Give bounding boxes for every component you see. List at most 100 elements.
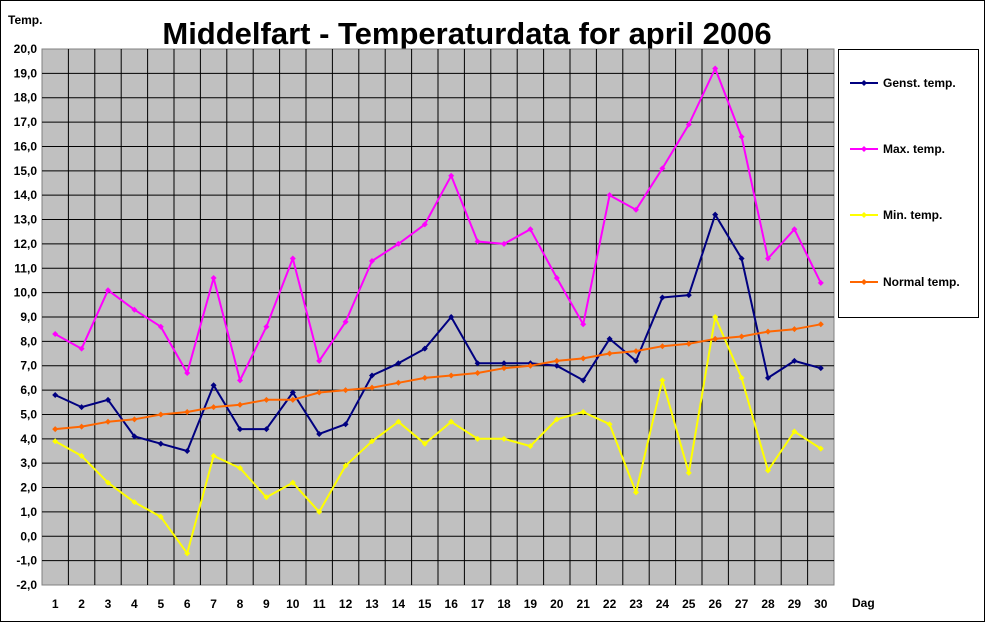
data-point	[342, 462, 349, 469]
data-point	[131, 416, 138, 423]
data-point	[501, 435, 507, 442]
data-point	[580, 355, 587, 362]
data-point	[369, 372, 375, 379]
y-tick-label: 19,0	[14, 66, 38, 80]
data-point	[237, 426, 243, 433]
y-tick-label: 1,0	[20, 505, 37, 519]
x-tick-label: 26	[709, 597, 723, 611]
data-point	[659, 165, 666, 172]
x-tick-label: 2	[78, 597, 85, 611]
x-tick-label: 30	[814, 597, 828, 611]
data-point	[712, 314, 719, 320]
data-point	[369, 384, 375, 391]
data-point	[52, 426, 59, 433]
x-tick-label: 22	[603, 597, 617, 611]
y-tick-label: 16,0	[14, 139, 38, 153]
data-point	[580, 409, 587, 416]
y-tick-label: 11,0	[14, 261, 37, 275]
data-point	[316, 389, 323, 396]
data-point	[474, 238, 481, 245]
y-tick-label: -1,0	[16, 554, 37, 568]
data-point	[448, 372, 455, 379]
data-point	[184, 448, 191, 454]
data-point	[553, 362, 560, 369]
data-point	[817, 279, 824, 286]
data-point	[289, 396, 296, 403]
data-point	[474, 370, 481, 377]
data-point	[659, 294, 666, 301]
y-tick-label: 0,0	[20, 529, 37, 543]
x-axis-label: Dag	[852, 596, 875, 610]
data-point	[448, 418, 455, 425]
data-point	[527, 226, 534, 233]
data-point	[421, 440, 428, 447]
data-point	[791, 226, 798, 233]
y-tick-label: 8,0	[20, 334, 37, 348]
x-tick-label: 16	[445, 597, 459, 611]
data-point	[395, 360, 402, 367]
data-point	[633, 489, 639, 496]
data-point	[395, 240, 402, 247]
data-point	[606, 421, 613, 428]
series-line	[54, 213, 822, 452]
series-0	[52, 211, 824, 454]
data-point	[105, 479, 111, 486]
x-tick-label: 1	[52, 597, 59, 611]
y-tick-label: 20,0	[14, 42, 38, 56]
data-point	[131, 433, 138, 440]
data-point	[105, 396, 111, 403]
x-tick-label: 3	[105, 597, 112, 611]
x-tick-label: 7	[210, 597, 217, 611]
data-point	[342, 318, 349, 325]
data-point	[791, 326, 798, 333]
legend-swatch-marker	[861, 279, 867, 285]
x-tick-label: 12	[339, 597, 353, 611]
x-tick-label: 19	[524, 597, 538, 611]
data-point	[78, 452, 85, 459]
legend-swatch-marker	[861, 212, 867, 218]
data-point	[553, 416, 560, 423]
data-point	[817, 365, 824, 372]
data-point	[527, 443, 534, 450]
data-point	[633, 348, 639, 355]
data-point	[501, 360, 507, 367]
y-tick-label: 13,0	[14, 213, 38, 227]
data-point	[421, 374, 428, 381]
data-point	[237, 401, 243, 408]
x-tick-label: 14	[392, 597, 406, 611]
data-point	[553, 357, 560, 364]
y-tick-label: 12,0	[14, 237, 38, 251]
x-tick-label: 10	[286, 597, 300, 611]
series-line	[55, 323, 821, 431]
data-point	[606, 335, 613, 342]
data-point	[184, 370, 191, 377]
data-point	[606, 192, 613, 199]
data-point	[52, 391, 59, 398]
y-tick-label: 18,0	[14, 91, 38, 105]
y-tick-label: 4,0	[20, 432, 37, 446]
x-ticks: 1 2 3 4 5 6 7 8 9 10 11 12 13 14 15 16 17 18 19 20 21 22 23 24 2…	[52, 597, 828, 611]
data-point	[448, 314, 455, 320]
data-point	[78, 423, 85, 430]
data-point	[289, 255, 296, 262]
data-point	[237, 465, 243, 472]
data-point	[157, 513, 164, 520]
data-point	[263, 426, 270, 433]
data-point	[52, 438, 59, 445]
x-tick-label: 24	[656, 597, 670, 611]
data-point	[712, 335, 719, 342]
data-point	[237, 377, 243, 384]
data-point	[553, 275, 560, 282]
x-tick-label: 15	[418, 597, 432, 611]
data-point	[580, 321, 587, 328]
x-tick-label: 28	[761, 597, 775, 611]
data-point	[791, 357, 798, 364]
data-point	[78, 404, 85, 411]
data-point	[263, 396, 270, 403]
data-point	[369, 438, 375, 445]
y-axis-label: Temp.	[8, 13, 42, 27]
data-point	[210, 452, 217, 459]
data-point	[316, 430, 323, 437]
data-point	[105, 418, 111, 425]
legend-swatch-marker	[861, 80, 867, 86]
